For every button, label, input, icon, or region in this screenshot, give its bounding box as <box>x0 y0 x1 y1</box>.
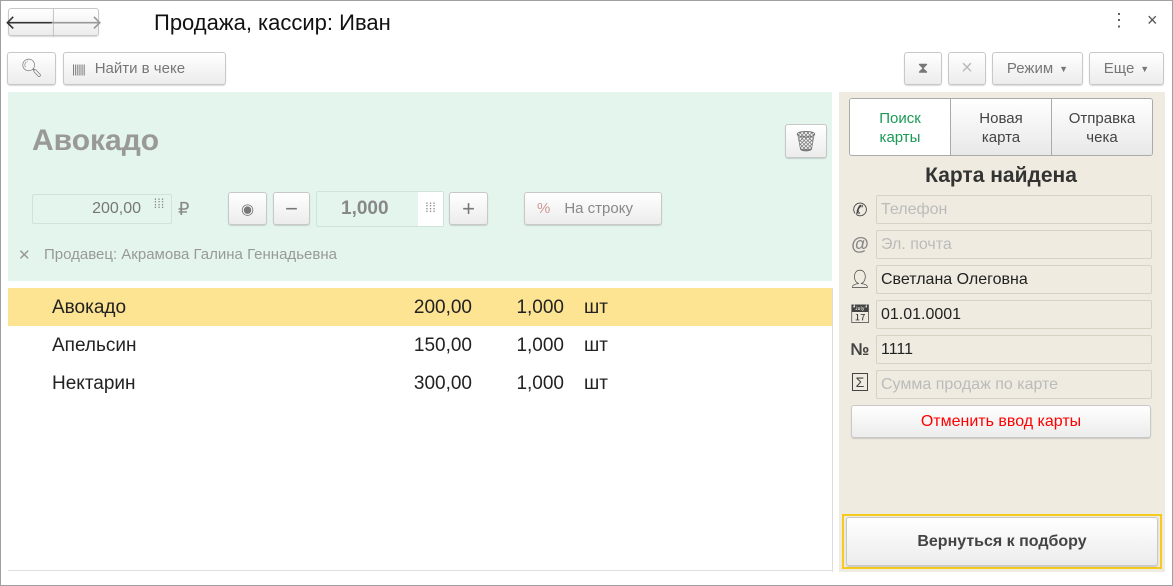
sum-placeholder: Сумма продаж по карте <box>881 375 1059 393</box>
sigma-icon: Σ <box>851 373 869 391</box>
back-button[interactable]: 🡐 <box>4 8 58 36</box>
birthdate-field[interactable]: 01.01.0001 <box>876 300 1152 329</box>
line-qty: 1,000 <box>516 335 564 356</box>
line-price: 300,00 <box>413 373 472 394</box>
more-label: Еще <box>1103 60 1135 77</box>
line-price: 150,00 <box>413 335 472 356</box>
keypad-icon[interactable]: ⁞⁞⁞ <box>153 196 165 211</box>
close-icon[interactable]: × <box>1147 10 1158 30</box>
mode-label: Режим <box>1006 60 1054 77</box>
find-in-receipt-button[interactable]: |||||| Найти в чеке <box>63 52 226 85</box>
mode-dropdown[interactable]: Режим ▼ <box>992 52 1083 85</box>
increase-button[interactable]: + <box>449 192 488 225</box>
decrease-button[interactable]: − <box>273 192 310 225</box>
name-field[interactable]: Светлана Олеговна <box>876 265 1152 294</box>
tab-send-receipt[interactable]: Отправка чека <box>1051 99 1152 155</box>
chevron-down-icon: ▼ <box>1059 63 1069 74</box>
clear-button[interactable]: × <box>948 52 986 85</box>
search-icon: 🔍︎ <box>20 58 43 78</box>
card-tabs: Поиск карты Новая карта Отправка чека <box>849 98 1153 156</box>
line-unit: шт <box>584 297 608 318</box>
divider <box>832 288 833 572</box>
minus-icon: − <box>285 195 298 221</box>
hourglass-icon: ⧗ <box>917 60 929 77</box>
sales-sum-field[interactable]: Сумма продаж по карте <box>876 370 1152 399</box>
table-row[interactable]: Авокадо 200,00 1,000 шт <box>8 288 832 326</box>
line-qty: 1,000 <box>516 373 564 394</box>
at-icon: @ <box>851 234 869 254</box>
email-placeholder: Эл. почта <box>881 235 952 253</box>
card-panel <box>839 92 1165 572</box>
window-title: Продажа, кассир: Иван <box>154 10 391 35</box>
arrow-right-icon: 🡒 <box>49 11 103 34</box>
number-icon: № <box>850 340 870 359</box>
return-to-selection-button[interactable]: Вернуться к подбору <box>846 517 1158 566</box>
calendar-icon: 📅︎ <box>848 304 872 324</box>
delete-button[interactable]: 🗑 <box>785 124 827 158</box>
phone-icon: ✆ <box>852 200 868 220</box>
find-label: Найти в чеке <box>94 60 186 77</box>
currency-label: ₽ <box>178 199 190 219</box>
card-status: Карта найдена <box>925 164 1077 187</box>
quantity-value: 1,000 <box>341 198 389 219</box>
number-value: 1111 <box>881 340 914 358</box>
price-value: 200,00 <box>92 200 141 217</box>
hourglass-button[interactable]: ⧗ <box>904 52 942 85</box>
arrow-left-icon: 🡐 <box>4 11 58 34</box>
item-name: Авокадо <box>32 124 160 157</box>
remove-seller-icon[interactable]: ✕ <box>18 247 31 264</box>
discount-label: На строку <box>564 200 633 217</box>
line-name: Нектарин <box>52 373 136 394</box>
current-item-panel <box>8 92 832 281</box>
cancel-card-label: Отменить ввод карты <box>920 412 1082 430</box>
x-icon: × <box>961 57 973 79</box>
line-discount-button[interactable]: % На строку <box>524 192 662 225</box>
return-button-focus <box>842 514 1162 569</box>
phone-field[interactable]: Телефон <box>876 195 1152 224</box>
trash-icon: 🗑 <box>793 130 819 153</box>
search-button[interactable]: 🔍︎ <box>7 52 56 85</box>
line-price: 200,00 <box>413 297 472 318</box>
chevron-down-icon: ▼ <box>1140 63 1150 74</box>
cancel-card-button[interactable]: Отменить ввод карты <box>851 405 1151 438</box>
plus-icon: + <box>462 195 475 221</box>
line-name: Авокадо <box>52 297 127 318</box>
receipt-lines <box>8 288 832 571</box>
line-qty: 1,000 <box>516 297 564 318</box>
view-button[interactable]: ◉ <box>228 192 267 225</box>
table-row[interactable]: Нектарин 300,00 1,000 шт <box>8 364 832 402</box>
line-unit: шт <box>584 335 608 356</box>
line-unit: шт <box>584 373 608 394</box>
tab-card-search[interactable]: Поиск карты <box>850 99 950 155</box>
barcode-icon: |||||| <box>72 61 86 76</box>
table-row[interactable]: Апельсин 150,00 1,000 шт <box>8 326 832 364</box>
more-vertical-icon[interactable]: ⋮ <box>1110 10 1128 30</box>
name-value: Светлана Олеговна <box>881 270 1028 288</box>
date-value: 01.01.0001 <box>881 305 962 323</box>
email-field[interactable]: Эл. почта <box>876 230 1152 259</box>
tab-new-card[interactable]: Новая карта <box>950 99 1051 155</box>
price-field[interactable]: 200,00 <box>32 194 172 224</box>
seller-label: Продавец: Акрамова Галина Геннадьевна <box>44 246 337 263</box>
percent-icon: % <box>537 200 551 217</box>
return-label: Вернуться к подбору <box>917 532 1087 550</box>
line-name: Апельсин <box>52 335 137 356</box>
person-icon: 👤︎ <box>848 269 872 289</box>
forward-button[interactable]: 🡒 <box>49 8 103 36</box>
more-dropdown[interactable]: Еще ▼ <box>1089 52 1164 85</box>
eye-icon: ◉ <box>240 200 255 218</box>
phone-placeholder: Телефон <box>881 200 948 218</box>
keypad-icon[interactable]: ⁞⁞⁞ <box>418 192 443 226</box>
card-number-field[interactable]: 1111 <box>876 335 1152 364</box>
